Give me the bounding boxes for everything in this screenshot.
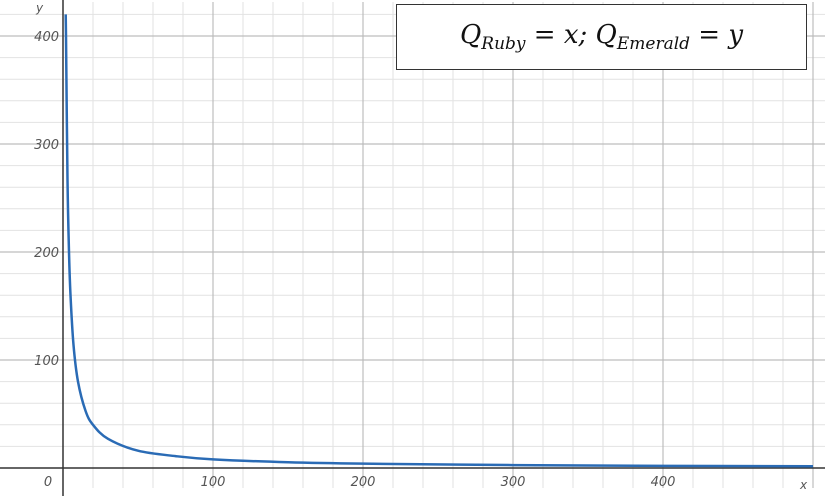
ruby-subscript: Ruby — [481, 34, 526, 55]
x-tick-label: 100 — [201, 475, 226, 490]
ruby-equals: = x; — [533, 19, 588, 50]
y-tick-label: 400 — [34, 30, 59, 45]
series-line — [64, 14, 814, 468]
tick-labels: 0 100 200 300 400 100 200 300 400 — [34, 30, 675, 490]
x-tick-label: 400 — [651, 475, 676, 490]
y-tick-label: 200 — [34, 246, 59, 261]
grid-major — [0, 2, 825, 488]
x-axis-label: x — [799, 478, 808, 492]
y-axis-label: y — [35, 1, 44, 15]
emerald-variable: Q — [595, 19, 617, 50]
y-tick-label: 300 — [34, 138, 59, 153]
emerald-subscript: Emerald — [616, 34, 691, 55]
grid-minor — [0, 2, 825, 488]
x-tick-label: 300 — [501, 475, 526, 490]
ruby-variable: Q — [459, 19, 482, 50]
emerald-equals: = y — [698, 19, 744, 50]
equation-annotation-box: QRuby = x; QEmerald = y — [396, 4, 807, 70]
equation-annotation: QRuby = x; QEmerald = y — [460, 20, 743, 54]
x-tick-label: 200 — [351, 475, 376, 490]
x-tick-label: 0 — [44, 475, 52, 490]
y-tick-label: 100 — [34, 354, 59, 369]
